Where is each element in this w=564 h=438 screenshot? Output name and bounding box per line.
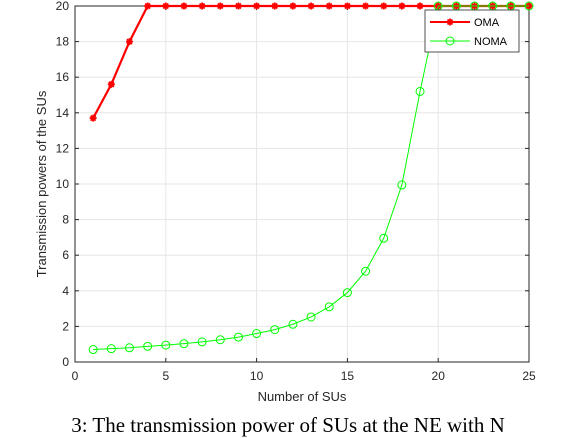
legend-noma-label: NOMA xyxy=(474,36,508,48)
y-axis-label: Transmission powers of the SUs xyxy=(34,90,49,277)
series-noma-point xyxy=(361,266,371,276)
legend-noma-marker xyxy=(445,36,455,46)
x-tick-label: 10 xyxy=(250,369,264,383)
series-oma-point xyxy=(216,2,224,10)
series-oma-point xyxy=(234,2,242,10)
x-tick-label: 25 xyxy=(522,369,536,383)
series-noma-point xyxy=(161,340,171,350)
y-tick-label: 12 xyxy=(56,141,70,155)
series-noma-point xyxy=(524,1,534,11)
series-oma-point xyxy=(343,2,351,10)
series-noma-point xyxy=(324,302,334,312)
figure-caption: 3: The transmission power of SUs at the … xyxy=(0,413,564,438)
legend-oma-label: OMA xyxy=(474,17,500,29)
series-noma xyxy=(88,1,534,355)
series-oma-point xyxy=(125,38,133,46)
series-noma-point xyxy=(270,325,280,335)
series-noma-point xyxy=(252,329,262,339)
y-tick-label: 20 xyxy=(56,0,70,13)
x-axis-label: Number of SUs xyxy=(258,389,347,404)
series-noma-point xyxy=(342,288,352,298)
series-layer xyxy=(88,1,534,355)
series-noma-point xyxy=(215,335,225,345)
y-tick-label: 8 xyxy=(62,213,69,227)
series-oma-point xyxy=(380,2,388,10)
legend-oma-marker xyxy=(446,18,454,26)
series-oma-point xyxy=(162,2,170,10)
series-oma-point xyxy=(271,2,279,10)
y-tick-label: 14 xyxy=(56,106,70,120)
series-noma-line xyxy=(93,5,529,351)
y-tick-label: 6 xyxy=(62,248,69,262)
legend-box xyxy=(424,9,520,53)
y-tick-label: 0 xyxy=(62,355,69,369)
series-noma-point xyxy=(233,332,243,342)
series-oma-point xyxy=(89,114,97,122)
series-noma-point xyxy=(179,339,189,349)
series-noma-point xyxy=(197,337,207,347)
y-tick-label: 10 xyxy=(56,177,70,191)
series-oma-point xyxy=(253,2,261,10)
series-noma-point xyxy=(288,319,298,329)
figure-caption-text: 3: The transmission power of SUs at the … xyxy=(71,413,505,437)
series-oma-point xyxy=(362,2,370,10)
series-oma-point xyxy=(289,2,297,10)
legend: OMA NOMA xyxy=(424,9,520,53)
x-tick-label: 5 xyxy=(162,369,169,383)
series-noma-point xyxy=(306,312,316,322)
series-oma-point xyxy=(180,2,188,10)
series-noma-point xyxy=(88,345,98,355)
series-oma-point xyxy=(144,2,152,10)
x-tick-label: 15 xyxy=(341,369,355,383)
series-oma-point xyxy=(198,2,206,10)
series-oma-point xyxy=(107,80,115,88)
series-noma-point xyxy=(106,344,116,354)
x-tick-label: 0 xyxy=(72,369,79,383)
y-tick-label: 16 xyxy=(56,70,70,84)
series-oma-point xyxy=(398,2,406,10)
y-tick-label: 18 xyxy=(56,35,70,49)
grid-lines xyxy=(75,6,529,362)
x-tick-label: 20 xyxy=(432,369,446,383)
series-oma-point xyxy=(307,2,315,10)
y-tick-label: 2 xyxy=(62,319,69,333)
series-oma-point xyxy=(416,2,424,10)
series-noma-point xyxy=(143,341,153,351)
series-oma-point xyxy=(325,2,333,10)
series-noma-point xyxy=(379,233,389,243)
series-noma-point xyxy=(415,86,425,96)
axis-ticks: 0 5 10 15 20 25 0 2 4 6 8 10 12 14 16 18 20 xyxy=(56,0,536,383)
series-noma-point xyxy=(397,180,407,190)
line-chart: 0 5 10 15 20 25 0 2 4 6 8 10 12 14 16 18 20 Number of SU… xyxy=(34,0,536,404)
y-tick-label: 4 xyxy=(62,284,69,298)
series-noma-point xyxy=(124,343,134,353)
